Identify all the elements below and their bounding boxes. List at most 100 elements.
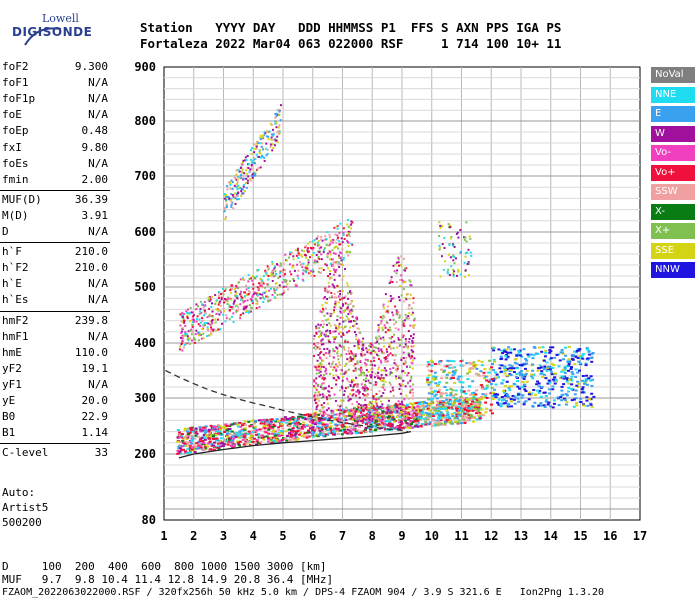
echo-point <box>428 415 432 418</box>
echo-point <box>563 398 567 401</box>
echo-point <box>427 369 431 372</box>
echo-point <box>437 418 441 421</box>
echo-point <box>270 138 273 141</box>
echo-point <box>333 427 337 430</box>
echo-point <box>373 395 376 398</box>
echo-point <box>183 321 186 324</box>
echo-point <box>191 438 195 441</box>
echo-point <box>338 266 341 269</box>
echo-point <box>434 393 438 396</box>
param-value: 36.39 <box>74 192 108 206</box>
echo-point <box>450 235 453 238</box>
echo-point <box>426 365 430 368</box>
echo-point <box>250 161 253 164</box>
echo-point <box>234 294 237 297</box>
echo-point <box>289 429 293 432</box>
echo-point <box>279 275 282 278</box>
echo-point <box>386 350 389 353</box>
echo-point <box>459 273 462 276</box>
echo-point <box>405 340 408 343</box>
echo-point <box>366 411 370 414</box>
echo-point <box>314 416 317 419</box>
echo-point <box>306 431 310 434</box>
echo-point <box>442 268 445 271</box>
echo-point <box>266 265 269 268</box>
echo-point <box>484 387 488 390</box>
echo-point <box>451 404 455 407</box>
echo-point <box>348 235 351 238</box>
echo-point <box>364 407 367 410</box>
echo-point <box>358 374 361 377</box>
echo-point <box>320 365 323 368</box>
echo-point <box>571 358 575 361</box>
echo-point <box>371 346 374 349</box>
echo-point <box>186 443 190 446</box>
echo-point <box>261 155 264 158</box>
echo-point <box>548 405 552 408</box>
echo-point <box>243 299 246 302</box>
param-value: N/A <box>88 329 108 343</box>
echo-point <box>339 316 342 319</box>
echo-point <box>396 364 399 367</box>
echo-point <box>587 377 591 380</box>
echo-point <box>452 360 456 363</box>
echo-point <box>208 448 212 451</box>
echo-point <box>383 415 386 418</box>
echo-point <box>269 143 272 146</box>
echo-point <box>464 269 467 272</box>
echo-point <box>191 436 195 439</box>
y-tick-label: 200 <box>134 447 156 461</box>
echo-point <box>359 331 362 334</box>
echo-point <box>228 427 232 430</box>
echo-point <box>356 345 359 348</box>
echo-point <box>395 415 398 418</box>
echo-point <box>360 350 363 353</box>
echo-point <box>228 430 232 433</box>
echo-point <box>187 330 190 333</box>
echo-point <box>410 345 413 348</box>
echo-point <box>252 293 255 296</box>
echo-point <box>294 421 298 424</box>
echo-point <box>224 440 228 443</box>
echo-point <box>216 442 220 445</box>
echo-point <box>467 409 471 412</box>
echo-point <box>350 414 354 417</box>
echo-point <box>239 317 242 320</box>
echo-point <box>415 423 419 426</box>
echo-point <box>382 383 385 386</box>
echo-point <box>396 425 400 428</box>
echo-point <box>478 412 482 415</box>
echo-point <box>412 345 415 348</box>
legend-item: NNW <box>651 262 695 278</box>
echo-point <box>401 334 404 337</box>
echo-point <box>521 376 525 379</box>
echo-point <box>313 379 316 382</box>
echo-point <box>489 409 493 412</box>
echo-point <box>207 298 210 301</box>
echo-point <box>500 382 504 385</box>
echo-point <box>322 410 326 413</box>
echo-point <box>247 274 250 277</box>
echo-point <box>471 380 475 383</box>
echo-point <box>340 433 344 436</box>
echo-point <box>350 308 353 311</box>
echo-point <box>420 425 424 428</box>
echo-point <box>393 340 396 343</box>
echo-point <box>389 295 392 298</box>
echo-point <box>355 421 359 424</box>
echo-point <box>495 394 499 397</box>
distance-row: D 100 200 400 600 800 1000 1500 3000 [km… <box>2 560 327 573</box>
echo-point <box>189 319 192 322</box>
echo-point <box>344 371 347 374</box>
echo-point <box>438 360 442 363</box>
echo-point <box>258 306 261 309</box>
echo-point <box>398 344 401 347</box>
echo-point <box>249 434 253 437</box>
echo-point <box>313 342 316 345</box>
echo-point <box>574 375 578 378</box>
echo-point <box>273 434 277 437</box>
echo-point <box>411 426 415 429</box>
echo-point <box>456 411 460 414</box>
echo-point <box>526 353 530 356</box>
echo-point <box>389 371 392 374</box>
